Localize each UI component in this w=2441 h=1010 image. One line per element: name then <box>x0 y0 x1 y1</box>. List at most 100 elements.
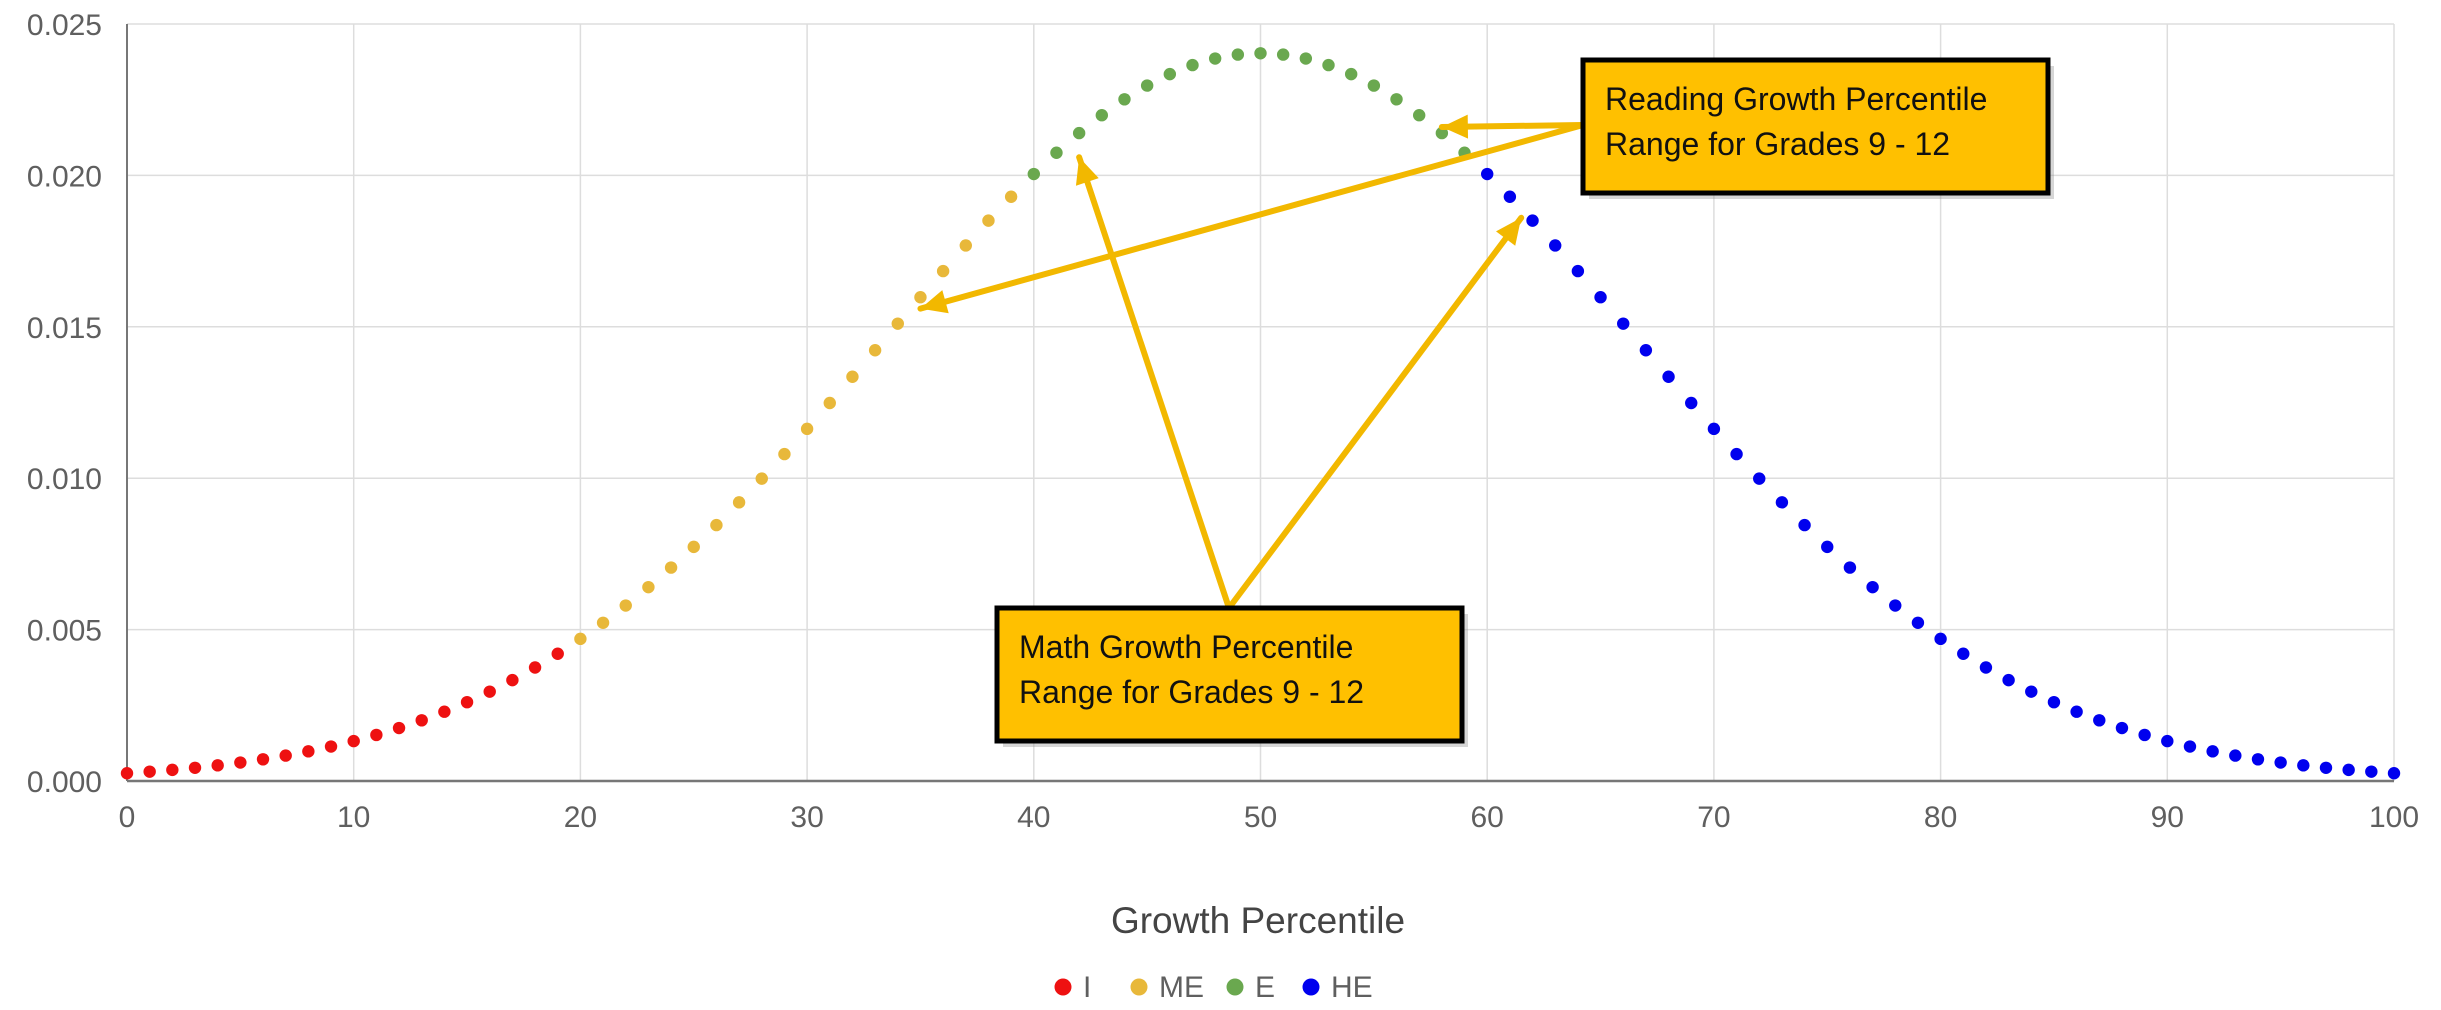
data-point-he <box>1730 447 1743 461</box>
callout-text-line: Reading Growth Percentile <box>1605 81 1987 117</box>
y-tick-label: 0.005 <box>27 615 102 648</box>
data-point-i <box>528 661 542 674</box>
annotation-arrow-line <box>1076 154 1232 611</box>
data-point-me <box>596 616 610 629</box>
x-tick-label: 70 <box>1697 801 1730 834</box>
data-point-i <box>415 714 428 727</box>
legend-label-he: HE <box>1331 971 1373 1004</box>
data-point-he <box>2161 734 2174 748</box>
data-point-i <box>392 721 406 735</box>
data-point-me <box>755 472 768 485</box>
data-point-he <box>2274 756 2287 769</box>
data-point-he <box>2251 753 2265 766</box>
data-point-he <box>1775 496 1789 509</box>
data-point-me <box>959 239 972 252</box>
callout-text-line: Range for Grades 9 - 12 <box>1605 126 1950 162</box>
data-point-e <box>1095 108 1109 122</box>
data-point-he <box>1798 518 1811 532</box>
data-point-he <box>1821 540 1834 554</box>
data-point-he <box>1866 580 1879 594</box>
legend-label-me: ME <box>1159 971 1204 1004</box>
callout-text-line: Math Growth Percentile <box>1019 629 1353 665</box>
data-point-me <box>1004 190 1018 203</box>
data-point-e <box>1412 108 1426 122</box>
data-point-i <box>370 728 383 742</box>
data-point-i <box>234 756 247 769</box>
data-point-i <box>256 753 270 766</box>
data-point-e <box>1231 48 1245 61</box>
data-point-i <box>302 745 315 758</box>
x-tick-label: 20 <box>564 801 597 834</box>
data-point-me <box>664 561 678 574</box>
data-point-me <box>868 344 882 357</box>
data-point-me <box>687 540 700 554</box>
annotation-arrow-line <box>917 122 1586 312</box>
data-point-i <box>120 767 134 780</box>
y-tick-label: 0.020 <box>27 160 102 193</box>
x-tick-label: 50 <box>1244 801 1277 834</box>
callout-text-line: Range for Grades 9 - 12 <box>1019 674 1364 710</box>
data-point-i <box>143 765 156 778</box>
y-tick-label: 0.025 <box>27 9 102 42</box>
data-point-he <box>1934 632 1947 646</box>
data-point-e <box>1322 58 1335 72</box>
data-point-me <box>619 599 632 612</box>
data-point-he <box>1685 396 1698 410</box>
data-point-he <box>2365 765 2378 778</box>
data-point-he <box>1571 264 1585 278</box>
annotation-arrow-head <box>1075 157 1099 186</box>
data-point-e <box>1072 126 1086 140</box>
data-point-he <box>1979 661 1993 674</box>
data-point-me <box>642 580 655 594</box>
y-tick-label: 0.015 <box>27 312 102 345</box>
data-point-he <box>1662 370 1675 383</box>
data-point-me <box>732 496 746 509</box>
legend-marker-e <box>1226 978 1244 996</box>
data-point-he <box>1707 422 1721 436</box>
x-tick-label: 80 <box>1924 801 1957 834</box>
data-point-e <box>1186 58 1199 72</box>
data-point-he <box>1526 214 1539 227</box>
annotation-arrow-line <box>1226 214 1525 611</box>
data-point-he <box>2115 721 2129 735</box>
legend-marker-he <box>1302 978 1320 996</box>
annotation-arrow-head <box>1496 217 1522 246</box>
data-point-me <box>823 396 836 410</box>
data-point-e <box>1299 52 1313 65</box>
data-point-i <box>347 734 360 748</box>
data-point-me <box>846 370 859 383</box>
legend-marker-i <box>1054 978 1072 996</box>
data-point-he <box>1911 616 1925 629</box>
data-point-me <box>891 317 904 330</box>
data-point-me <box>800 422 814 436</box>
data-point-he <box>2093 714 2106 727</box>
data-point-i <box>460 695 474 709</box>
callout-box <box>994 605 1465 744</box>
data-point-he <box>2002 673 2015 687</box>
data-point-he <box>1503 190 1517 203</box>
data-point-me <box>936 264 950 278</box>
data-point-he <box>1889 599 1902 612</box>
data-point-e <box>1027 167 1041 181</box>
data-point-e <box>1390 93 1403 106</box>
data-point-he <box>2229 749 2242 762</box>
x-tick-label: 10 <box>337 801 370 834</box>
data-point-he <box>1753 472 1766 485</box>
data-point-he <box>2183 740 2197 753</box>
data-point-he <box>1481 167 1494 181</box>
data-point-he <box>2319 761 2333 774</box>
annotation-arrow-head <box>1441 114 1469 139</box>
x-tick-label: 0 <box>119 801 136 834</box>
x-tick-label: 30 <box>790 801 823 834</box>
data-point-me <box>778 447 791 461</box>
legend-label-i: I <box>1083 971 1091 1004</box>
data-point-me <box>982 214 995 227</box>
annotations: Reading Growth Percentile Range for Grade… <box>917 57 2054 747</box>
data-point-he <box>1549 239 1562 252</box>
x-axis-title: Growth Percentile <box>1111 900 1405 941</box>
data-point-i <box>188 761 202 774</box>
data-point-he <box>2387 767 2401 780</box>
annotation-callout: Math Growth Percentile Range for Grades 9… <box>994 605 1468 747</box>
data-point-i <box>506 673 519 687</box>
